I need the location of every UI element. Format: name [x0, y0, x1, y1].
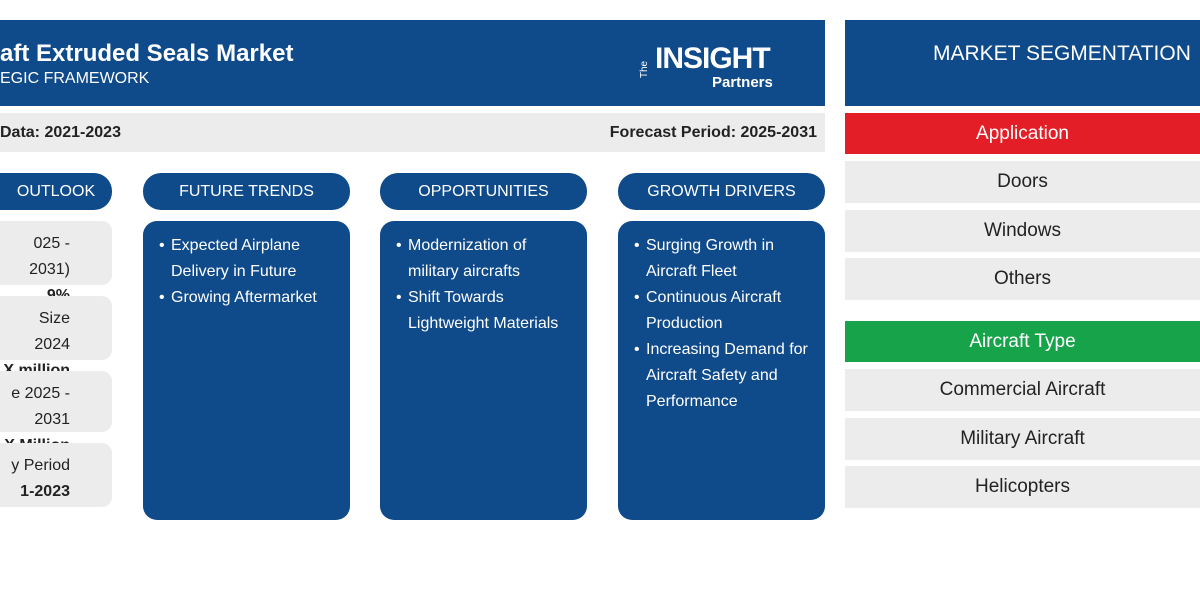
logo-small: The	[639, 60, 651, 79]
logo-sub: Partners	[712, 74, 773, 91]
bullet-list: Surging Growth in Aircraft FleetContinuo…	[634, 233, 815, 415]
bullet-list: Expected Airplane Delivery in FutureGrow…	[159, 233, 340, 311]
bullet-item: Growing Aftermarket	[159, 285, 340, 311]
outlook-box: y Period 1-2023	[0, 443, 112, 507]
outlook-box: e 2025 - 2031X Million	[0, 371, 112, 454]
bullet-item: Shift Towards Lightweight Materials	[396, 285, 577, 337]
outlook-text: 1-2023	[20, 483, 70, 500]
forecast: Forecast Period: 2025-2031	[609, 124, 817, 141]
segment-group: Aircraft Type	[845, 321, 1200, 362]
outlook-text: e 2025 - 2031	[11, 385, 70, 428]
column-box: Surging Growth in Aircraft FleetContinuo…	[618, 221, 825, 520]
logo-main: INSIGHT	[655, 42, 771, 75]
subtitle: EGIC FRAMEWORK	[0, 70, 150, 87]
segment-group: Application	[845, 113, 1200, 154]
column-box: Expected Airplane Delivery in FutureGrow…	[143, 221, 350, 520]
historical: Data: 2021-2023	[0, 124, 121, 141]
bullet-item: Modernization of military aircrafts	[396, 233, 577, 285]
period-bar: Data: 2021-2023 Forecast Period: 2025-20…	[0, 113, 825, 152]
header: aft Extruded Seals Market EGIC FRAMEWORK…	[0, 20, 825, 106]
segment-item: Doors	[845, 161, 1200, 203]
outlook-box: Size 2024X million	[0, 296, 112, 379]
bullet-item: Increasing Demand for Aircraft Safety an…	[634, 337, 815, 415]
column-heading: GROWTH DRIVERS	[618, 173, 825, 210]
outlook-heading: OUTLOOK	[0, 173, 112, 210]
bullet-list: Modernization of military aircraftsShift…	[396, 233, 577, 337]
title: aft Extruded Seals Market	[0, 40, 294, 67]
outlook-box: 025 - 2031).9%	[0, 221, 112, 304]
segment-item: Others	[845, 258, 1200, 300]
outlook-text: Size 2024	[34, 310, 70, 353]
bullet-item: Continuous Aircraft Production	[634, 285, 815, 337]
column-heading: FUTURE TRENDS	[143, 173, 350, 210]
outlook-text: y Period	[11, 457, 70, 474]
segment-item: Military Aircraft	[845, 417, 1200, 460]
segment-item: Commercial Aircraft	[845, 369, 1200, 411]
column-heading: OPPORTUNITIES	[380, 173, 587, 210]
outlook-text: 025 - 2031)	[29, 235, 70, 278]
segment-item: Helicopters	[845, 466, 1200, 508]
bullet-item: Surging Growth in Aircraft Fleet	[634, 233, 815, 285]
bullet-item: Expected Airplane Delivery in Future	[159, 233, 340, 285]
segmentation-title: MARKET SEGMENTATION	[845, 20, 1200, 106]
column-box: Modernization of military aircraftsShift…	[380, 221, 587, 520]
segment-item: Windows	[845, 209, 1200, 252]
